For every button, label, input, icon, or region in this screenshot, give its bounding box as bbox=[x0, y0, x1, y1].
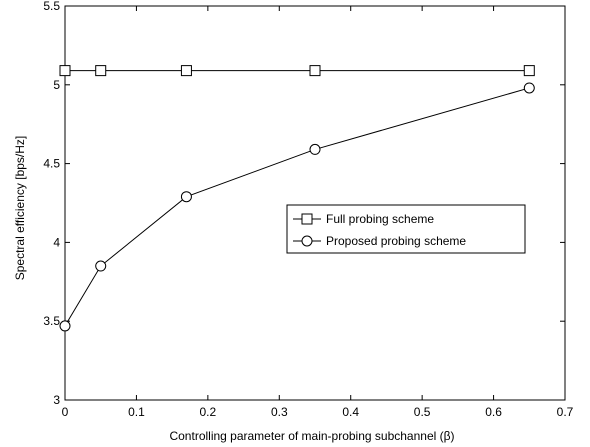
x-tick-label: 0.3 bbox=[271, 405, 288, 419]
y-axis-ticks: 3 3.5 4 4.5 5 5.5 bbox=[43, 0, 565, 407]
y-tick-label: 3.5 bbox=[43, 314, 60, 328]
data-point-square bbox=[59, 65, 71, 77]
data-point-square bbox=[309, 65, 321, 77]
y-tick-label: 4 bbox=[53, 235, 60, 249]
series-full-probing bbox=[59, 65, 535, 77]
data-point-circle bbox=[523, 82, 535, 94]
legend-box bbox=[286, 204, 526, 254]
x-tick-label: 0.1 bbox=[128, 405, 145, 419]
data-point-square bbox=[95, 65, 107, 77]
legend: Full probing scheme Proposed probing sch… bbox=[286, 204, 526, 254]
legend-label-full: Full probing scheme bbox=[326, 212, 434, 226]
y-tick-label: 5.5 bbox=[43, 0, 60, 13]
y-axis-label: Spectral efficiency [bps/Hz] bbox=[13, 136, 27, 281]
x-tick-label: 0.7 bbox=[557, 405, 574, 419]
y-tick-label: 5 bbox=[53, 78, 60, 92]
plot-axes bbox=[64, 5, 566, 401]
legend-entry-full: Full probing scheme bbox=[293, 212, 434, 226]
legend-circle-marker bbox=[301, 235, 313, 247]
x-tick-label: 0.4 bbox=[342, 405, 359, 419]
x-tick-label: 0 bbox=[62, 405, 69, 419]
data-point-square bbox=[523, 65, 535, 77]
x-tick-label: 0.6 bbox=[485, 405, 502, 419]
series-proposed-probing bbox=[59, 82, 535, 332]
y-tick-label: 3 bbox=[53, 393, 60, 407]
legend-entry-proposed: Proposed probing scheme bbox=[293, 234, 466, 248]
data-point-circle bbox=[95, 260, 107, 272]
x-axis-ticks: 0 0.1 0.2 0.3 0.4 0.5 0.6 0.7 bbox=[62, 6, 574, 419]
data-point-circle bbox=[309, 143, 321, 155]
series-layer bbox=[59, 65, 535, 332]
legend-square-marker bbox=[301, 213, 313, 225]
x-tick-label: 0.2 bbox=[200, 405, 217, 419]
plot-frame bbox=[64, 5, 566, 401]
x-tick-label: 0.5 bbox=[414, 405, 431, 419]
data-point-circle bbox=[59, 320, 71, 332]
data-point-circle bbox=[180, 191, 192, 203]
x-axis-label: Controlling parameter of main-probing su… bbox=[169, 429, 454, 443]
data-point-square bbox=[180, 65, 192, 77]
y-tick-label: 4.5 bbox=[43, 157, 60, 171]
legend-label-proposed: Proposed probing scheme bbox=[326, 234, 466, 248]
